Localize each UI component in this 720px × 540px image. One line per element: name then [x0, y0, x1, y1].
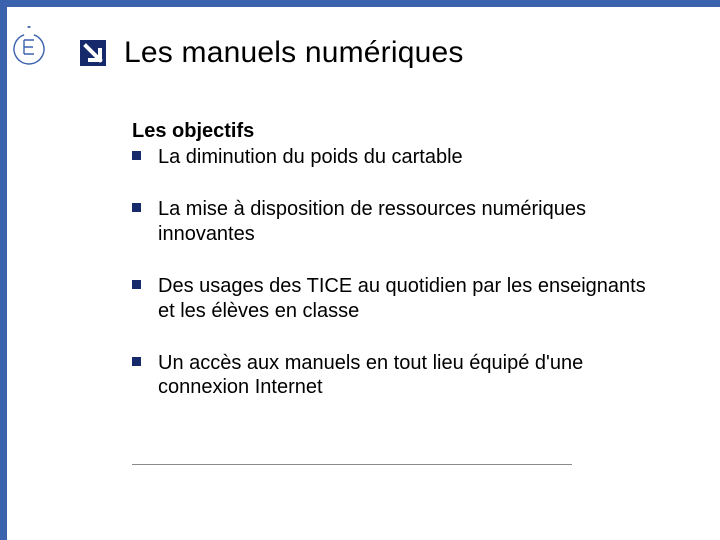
list-item: Un accès aux manuels en tout lieu équipé… [132, 351, 662, 400]
content-block: Les objectifs La diminution du poids du … [132, 120, 662, 428]
subtitle: Les objectifs [132, 120, 662, 143]
list-item: La diminution du poids du cartable [132, 145, 662, 169]
top-stripe [0, 0, 720, 7]
list-item: Des usages des TICE au quotidien par les… [132, 274, 662, 323]
left-stripe [0, 0, 7, 540]
e-acute-circle-logo-icon [12, 22, 46, 66]
slide-title: Les manuels numériques [124, 36, 464, 70]
bullet-list: La diminution du poids du cartable La mi… [132, 145, 662, 400]
list-item: La mise à disposition de ressources numé… [132, 197, 662, 246]
title-row: Les manuels numériques [80, 36, 464, 70]
slide: Les manuels numériques Les objectifs La … [0, 0, 720, 540]
arrow-down-right-icon [80, 40, 106, 66]
bottom-rule [132, 464, 572, 465]
